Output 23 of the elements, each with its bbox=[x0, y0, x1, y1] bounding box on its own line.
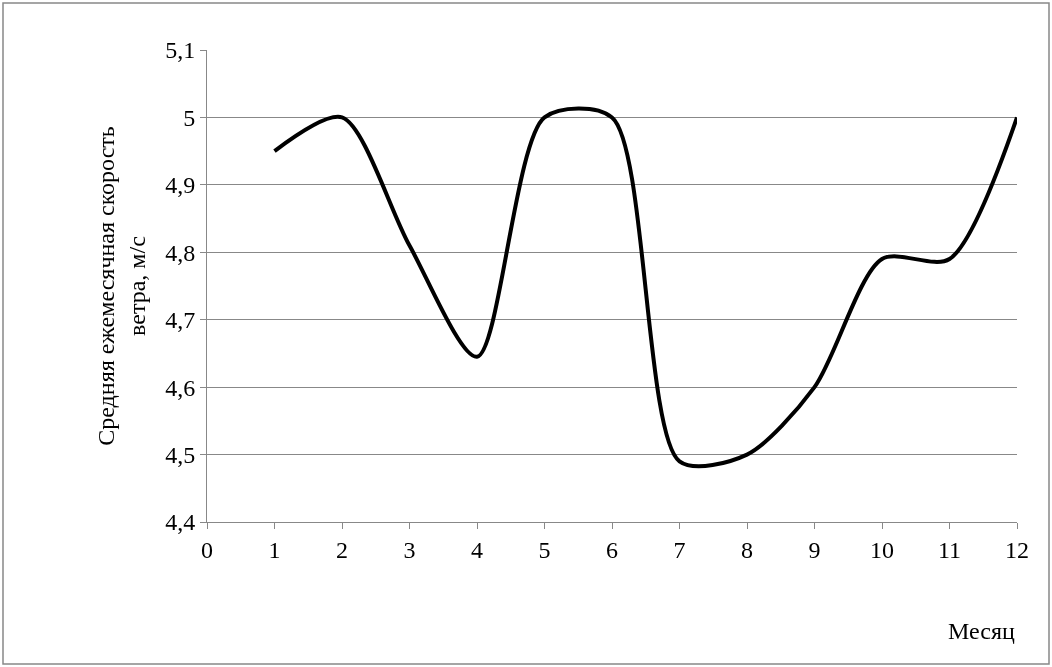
x-tick-label: 8 bbox=[741, 536, 753, 563]
x-tick-label: 10 bbox=[870, 536, 894, 563]
x-axis-title: Месяц bbox=[948, 618, 1015, 644]
x-tick-label: 7 bbox=[673, 536, 686, 563]
y-tick-label: 4,4 bbox=[165, 509, 196, 536]
x-tick-label: 1 bbox=[268, 536, 281, 563]
y-tick-label: 5,1 bbox=[165, 37, 196, 64]
y-tick-label: 4,9 bbox=[165, 172, 196, 199]
x-tick-label: 3 bbox=[403, 536, 416, 563]
x-tick-label: 6 bbox=[606, 536, 618, 563]
y-tick-label: 4,7 bbox=[165, 307, 196, 334]
y-axis-title: Средняя ежемесячная скорость ветра, м/с bbox=[93, 126, 151, 446]
y-tick-label: 4,6 bbox=[165, 374, 196, 401]
x-tick-label: 4 bbox=[471, 536, 483, 563]
x-tick-label: 12 bbox=[1005, 536, 1029, 563]
y-tick-label: 4,8 bbox=[165, 239, 196, 266]
x-tick-label: 9 bbox=[808, 536, 821, 563]
x-tick-label: 11 bbox=[937, 536, 962, 563]
y-tick-label: 4,5 bbox=[165, 441, 196, 468]
y-tick-label: 5 bbox=[183, 104, 196, 131]
x-tick-label: 5 bbox=[538, 536, 551, 563]
x-tick-label: 0 bbox=[201, 536, 213, 563]
x-tick-label: 2 bbox=[336, 536, 348, 563]
